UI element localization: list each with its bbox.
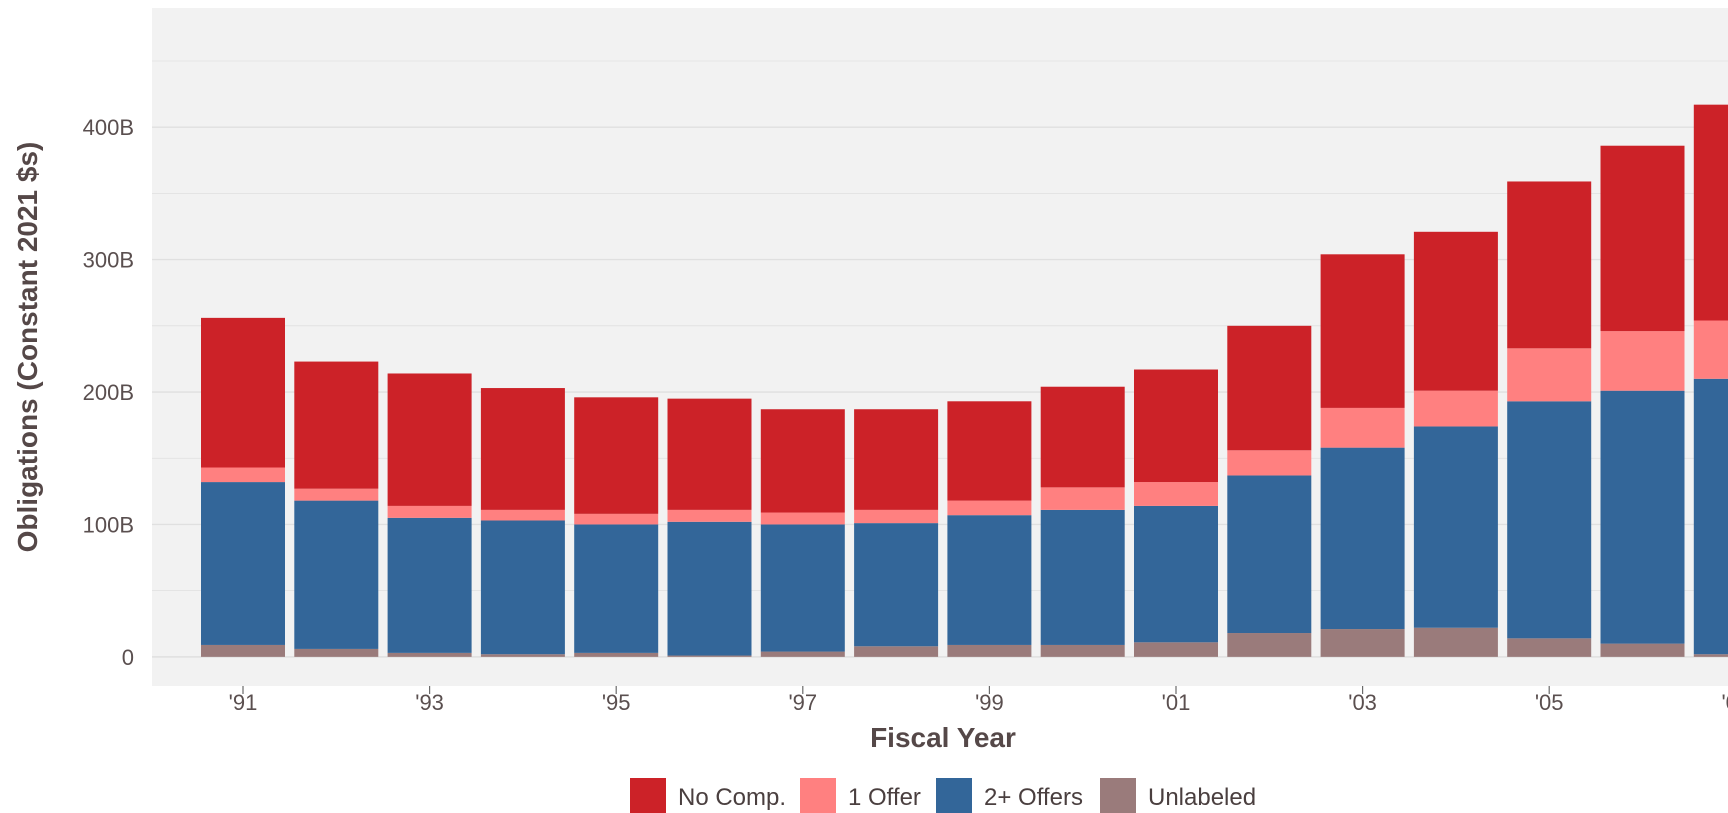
bar-unlabeled-2002 xyxy=(1227,633,1312,657)
bar-2-offers-2000 xyxy=(1040,509,1125,645)
legend: No Comp. 1 Offer 2+ Offers Unlabeled xyxy=(630,778,1256,813)
bar-unlabeled-1993 xyxy=(387,652,472,657)
legend-swatch-2-offers xyxy=(936,778,972,813)
bar-no-comp-2003 xyxy=(1320,254,1405,408)
bar-1-offer-1996 xyxy=(667,509,752,522)
bar-no-comp-2004 xyxy=(1413,231,1498,391)
bar-1-offer-2006 xyxy=(1600,331,1685,391)
bar-unlabeled-2005 xyxy=(1507,638,1592,657)
bar-unlabeled-1998 xyxy=(854,646,939,657)
x-tick-label: '91 xyxy=(229,690,258,715)
bar-1-offer-2002 xyxy=(1227,450,1312,476)
legend-label-unlabeled: Unlabeled xyxy=(1148,784,1256,811)
x-tick-label: '95 xyxy=(602,690,631,715)
bar-no-comp-1997 xyxy=(760,409,845,513)
bar-unlabeled-1996 xyxy=(667,655,752,657)
bar-no-comp-1992 xyxy=(294,361,379,489)
bar-unlabeled-2000 xyxy=(1040,644,1125,657)
bar-2-offers-2003 xyxy=(1320,447,1405,630)
legend-swatch-unlabeled xyxy=(1100,778,1136,813)
bar-1-offer-1995 xyxy=(574,513,659,525)
x-axis-title: Fiscal Year xyxy=(870,722,1016,753)
bar-no-comp-1991 xyxy=(201,317,285,468)
bar-1-offer-2003 xyxy=(1320,407,1405,448)
bar-2-offers-1996 xyxy=(667,521,752,656)
bar-2-offers-2006 xyxy=(1600,390,1685,644)
x-tick-label: '05 xyxy=(1535,690,1564,715)
bar-1-offer-1994 xyxy=(480,509,565,521)
x-tick-label: '07 xyxy=(1721,690,1728,715)
bar-unlabeled-1997 xyxy=(760,651,845,657)
y-tick-label: 0 xyxy=(122,645,134,670)
bar-2-offers-2002 xyxy=(1227,475,1312,634)
x-tick-label: '03 xyxy=(1348,690,1377,715)
bar-unlabeled-1999 xyxy=(947,644,1032,657)
y-tick-label: 300B xyxy=(83,248,134,273)
bar-2-offers-2001 xyxy=(1134,505,1218,643)
plot-area xyxy=(152,8,1728,686)
bar-1-offer-2004 xyxy=(1413,390,1498,427)
bar-1-offer-1992 xyxy=(294,488,379,501)
bar-1-offer-1999 xyxy=(947,500,1032,516)
bar-no-comp-2005 xyxy=(1507,181,1592,349)
legend-swatch-no-comp xyxy=(630,778,666,813)
bar-unlabeled-1994 xyxy=(480,654,565,657)
bar-unlabeled-2004 xyxy=(1413,627,1498,657)
bar-1-offer-2000 xyxy=(1040,487,1125,510)
x-tick-label: '97 xyxy=(788,690,817,715)
bar-1-offer-1997 xyxy=(760,512,845,525)
bar-2-offers-1994 xyxy=(480,520,565,655)
bar-2-offers-1991 xyxy=(201,482,285,645)
x-tick-label: '99 xyxy=(975,690,1004,715)
bar-1-offer-1998 xyxy=(854,509,939,524)
bar-no-comp-1994 xyxy=(480,388,565,510)
bar-2-offers-1997 xyxy=(760,524,845,652)
bar-2-offers-1993 xyxy=(387,517,472,653)
x-tick-label: '93 xyxy=(415,690,444,715)
bar-unlabeled-2007 xyxy=(1693,654,1728,657)
bar-2-offers-1992 xyxy=(294,500,379,649)
bar-no-comp-1996 xyxy=(667,398,752,510)
y-axis-ticks: 0 100B 200B 300B 400B xyxy=(83,115,134,670)
bar-no-comp-2007 xyxy=(1693,104,1728,321)
bar-unlabeled-2006 xyxy=(1600,643,1685,657)
bar-2-offers-2004 xyxy=(1413,426,1498,628)
bar-1-offer-2001 xyxy=(1134,482,1218,506)
bar-2-offers-1999 xyxy=(947,515,1032,645)
bar-no-comp-2006 xyxy=(1600,145,1685,332)
legend-label-2-offers: 2+ Offers xyxy=(984,784,1083,811)
y-tick-label: 200B xyxy=(83,380,134,405)
bar-unlabeled-1992 xyxy=(294,648,379,657)
bar-no-comp-2001 xyxy=(1134,369,1218,483)
legend-swatch-1-offer xyxy=(800,778,836,813)
bars xyxy=(201,104,1728,657)
bar-1-offer-1991 xyxy=(201,467,285,483)
y-tick-label: 400B xyxy=(83,115,134,140)
x-axis-ticks: '91'93'95'97'99'01'03'05'07'09'11'13'15'… xyxy=(229,686,1728,715)
y-tick-label: 100B xyxy=(83,512,134,537)
bar-2-offers-2007 xyxy=(1693,378,1728,655)
bar-2-offers-1995 xyxy=(574,524,659,653)
bar-no-comp-2000 xyxy=(1040,386,1125,488)
bar-1-offer-2005 xyxy=(1507,348,1592,402)
bar-no-comp-1995 xyxy=(574,397,659,514)
bar-2-offers-2005 xyxy=(1507,401,1592,639)
bar-unlabeled-1995 xyxy=(574,652,659,657)
x-tick-label: '01 xyxy=(1162,690,1191,715)
bar-2-offers-1998 xyxy=(854,523,939,647)
y-axis-title: Obligations (Constant 2021 $s) xyxy=(12,142,43,553)
bar-no-comp-2002 xyxy=(1227,325,1312,451)
legend-label-no-comp: No Comp. xyxy=(678,784,786,811)
bar-1-offer-2007 xyxy=(1693,320,1728,379)
bar-no-comp-1999 xyxy=(947,401,1032,501)
bar-no-comp-1993 xyxy=(387,373,472,506)
bar-unlabeled-1991 xyxy=(201,644,285,657)
bar-1-offer-1993 xyxy=(387,505,472,518)
bar-unlabeled-2003 xyxy=(1320,629,1405,657)
bar-no-comp-1998 xyxy=(854,409,939,510)
legend-label-1-offer: 1 Offer xyxy=(848,784,921,811)
bar-unlabeled-2001 xyxy=(1134,642,1218,657)
